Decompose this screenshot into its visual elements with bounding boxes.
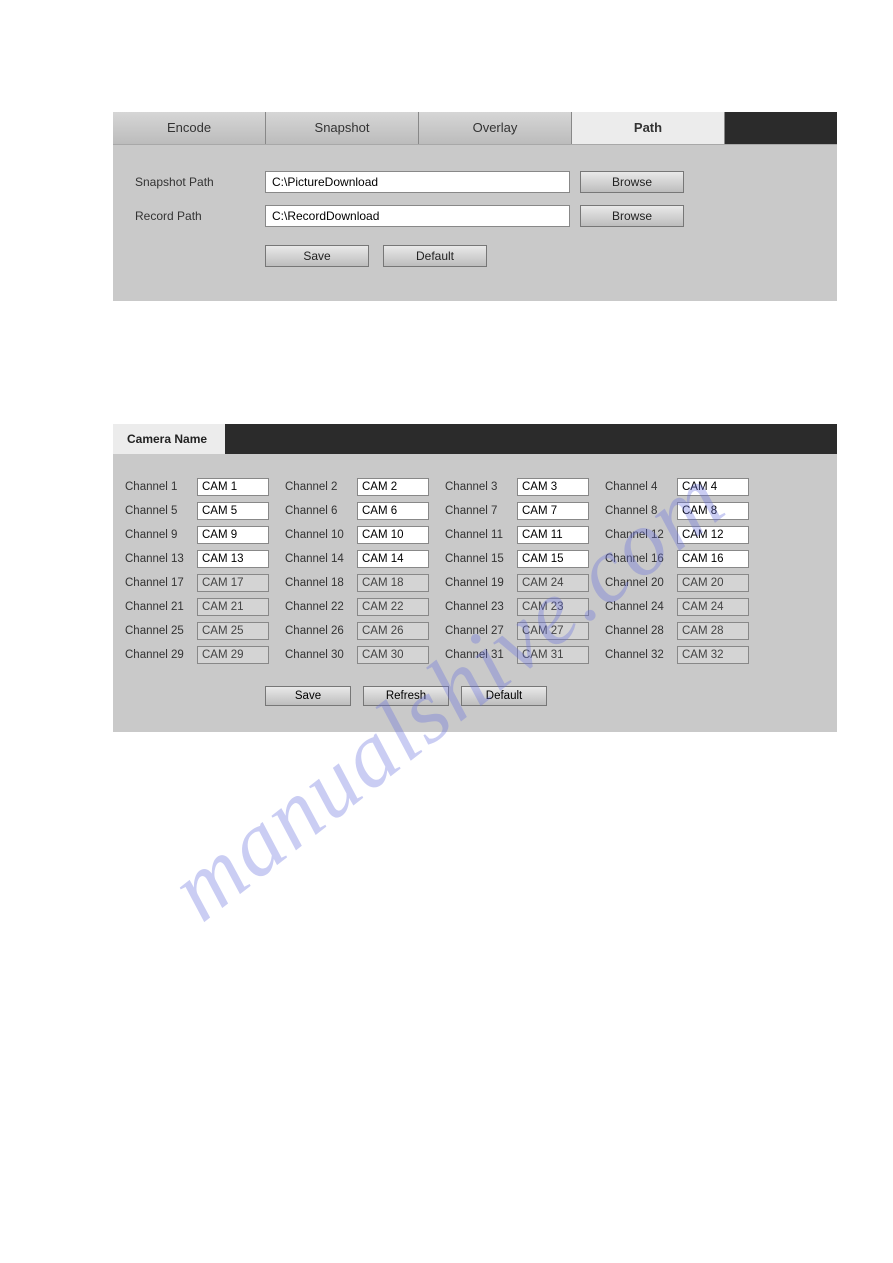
- channel-4-input[interactable]: [677, 478, 749, 496]
- channel-25-input: [197, 622, 269, 640]
- channel-23-label: Channel 23: [445, 601, 507, 613]
- channel-32-label: Channel 32: [605, 649, 667, 661]
- channel-8-input[interactable]: [677, 502, 749, 520]
- path-button-row: Save Default: [265, 245, 815, 267]
- channel-16-input[interactable]: [677, 550, 749, 568]
- channel-18-input: [357, 574, 429, 592]
- channel-10-label: Channel 10: [285, 529, 347, 541]
- channel-15-input[interactable]: [517, 550, 589, 568]
- channel-13-input[interactable]: [197, 550, 269, 568]
- channel-1-label: Channel 1: [125, 481, 187, 493]
- channel-28-input: [677, 622, 749, 640]
- channel-14-input[interactable]: [357, 550, 429, 568]
- channel-24-label: Channel 24: [605, 601, 667, 613]
- channel-27-input: [517, 622, 589, 640]
- camera-save-button[interactable]: Save: [265, 686, 351, 706]
- channel-31-label: Channel 31: [445, 649, 507, 661]
- channel-29-label: Channel 29: [125, 649, 187, 661]
- channel-2-input[interactable]: [357, 478, 429, 496]
- channel-22-input: [357, 598, 429, 616]
- channel-12-label: Channel 12: [605, 529, 667, 541]
- channel-7-input[interactable]: [517, 502, 589, 520]
- channel-32-input: [677, 646, 749, 664]
- tab-overlay[interactable]: Overlay: [419, 112, 572, 144]
- channel-11-input[interactable]: [517, 526, 589, 544]
- channel-30-label: Channel 30: [285, 649, 347, 661]
- channel-20-label: Channel 20: [605, 577, 667, 589]
- channel-1-input[interactable]: [197, 478, 269, 496]
- channel-25-label: Channel 25: [125, 625, 187, 637]
- channel-26-label: Channel 26: [285, 625, 347, 637]
- channel-7-label: Channel 7: [445, 505, 507, 517]
- channel-17-label: Channel 17: [125, 577, 187, 589]
- channel-5-label: Channel 5: [125, 505, 187, 517]
- path-settings-panel: Encode Snapshot Overlay Path Snapshot Pa…: [113, 112, 837, 301]
- channel-14-label: Channel 14: [285, 553, 347, 565]
- channel-3-label: Channel 3: [445, 481, 507, 493]
- channel-26-input: [357, 622, 429, 640]
- snapshot-path-label: Snapshot Path: [135, 175, 265, 189]
- channel-21-input: [197, 598, 269, 616]
- record-path-label: Record Path: [135, 209, 265, 223]
- camera-name-tabbar: Camera Name: [113, 424, 837, 454]
- path-default-button[interactable]: Default: [383, 245, 487, 267]
- channel-20-input: [677, 574, 749, 592]
- tab-snapshot[interactable]: Snapshot: [266, 112, 419, 144]
- channel-9-label: Channel 9: [125, 529, 187, 541]
- tab-encode[interactable]: Encode: [113, 112, 266, 144]
- record-path-browse-button[interactable]: Browse: [580, 205, 684, 227]
- channel-9-input[interactable]: [197, 526, 269, 544]
- channel-30-input: [357, 646, 429, 664]
- tab-path[interactable]: Path: [572, 112, 725, 144]
- snapshot-path-input[interactable]: [265, 171, 570, 193]
- record-path-row: Record Path Browse: [135, 205, 815, 227]
- record-path-input[interactable]: [265, 205, 570, 227]
- channel-24-input: [677, 598, 749, 616]
- channel-18-label: Channel 18: [285, 577, 347, 589]
- channel-19-input: [517, 574, 589, 592]
- channel-grid: Channel 1 Channel 2 Channel 3 Channel 4 Chan…: [125, 478, 825, 664]
- camera-name-panel: Camera Name Channel 1Channel 2Channel 3C…: [113, 424, 837, 732]
- channel-31-input: [517, 646, 589, 664]
- channel-29-input: [197, 646, 269, 664]
- channel-13-label: Channel 13: [125, 553, 187, 565]
- channel-6-label: Channel 6: [285, 505, 347, 517]
- channel-6-input[interactable]: [357, 502, 429, 520]
- snapshot-path-row: Snapshot Path Browse: [135, 171, 815, 193]
- channel-10-input[interactable]: [357, 526, 429, 544]
- camera-default-button[interactable]: Default: [461, 686, 547, 706]
- path-tabbar: Encode Snapshot Overlay Path: [113, 112, 837, 144]
- tab-camera-name[interactable]: Camera Name: [113, 424, 225, 454]
- channel-4-label: Channel 4: [605, 481, 667, 493]
- channel-22-label: Channel 22: [285, 601, 347, 613]
- channel-12-input[interactable]: [677, 526, 749, 544]
- channel-8-label: Channel 8: [605, 505, 667, 517]
- channel-21-label: Channel 21: [125, 601, 187, 613]
- channel-28-label: Channel 28: [605, 625, 667, 637]
- channel-23-input: [517, 598, 589, 616]
- channel-15-label: Channel 15: [445, 553, 507, 565]
- channel-3-input[interactable]: [517, 478, 589, 496]
- camera-refresh-button[interactable]: Refresh: [363, 686, 449, 706]
- channel-5-input[interactable]: [197, 502, 269, 520]
- channel-16-label: Channel 16: [605, 553, 667, 565]
- channel-2-label: Channel 2: [285, 481, 347, 493]
- snapshot-path-browse-button[interactable]: Browse: [580, 171, 684, 193]
- channel-11-label: Channel 11: [445, 529, 507, 541]
- camera-name-button-row: Save Refresh Default: [265, 686, 825, 706]
- path-panel-body: Snapshot Path Browse Record Path Browse …: [113, 144, 837, 301]
- camera-name-body: Channel 1 Channel 2 Channel 3 Channel 4 Chan…: [113, 454, 837, 732]
- path-save-button[interactable]: Save: [265, 245, 369, 267]
- channel-27-label: Channel 27: [445, 625, 507, 637]
- channel-17-input: [197, 574, 269, 592]
- channel-19-label: Channel 19: [445, 577, 507, 589]
